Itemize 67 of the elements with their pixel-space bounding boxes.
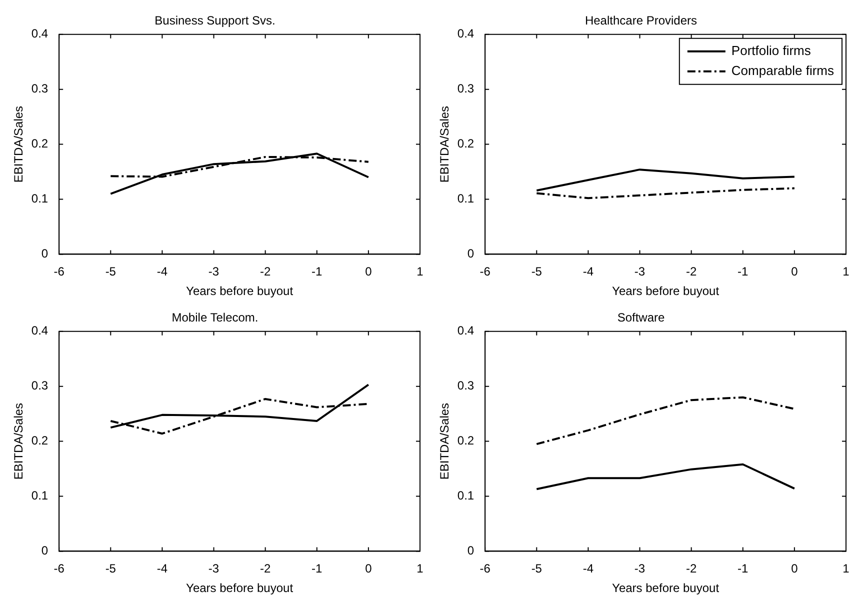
- x-tick-label: -4: [156, 562, 168, 576]
- y-tick-label: 0.2: [457, 136, 474, 151]
- x-tick-label: -6: [480, 264, 491, 279]
- x-tick-label: -4: [582, 264, 594, 279]
- x-axis-title: Years before buyout: [612, 581, 720, 596]
- x-tick-label: -2: [260, 562, 271, 576]
- y-axis-title: EBITDA/Sales: [438, 106, 452, 183]
- legend-label: Comparable firms: [731, 62, 834, 78]
- y-axis-title: EBITDA/Sales: [12, 106, 26, 183]
- y-tick-label: 0: [467, 544, 474, 558]
- chart-title: Healthcare Providers: [584, 14, 698, 28]
- chart-title: Business Support Svs.: [154, 14, 276, 28]
- y-tick-label: 0.1: [457, 192, 474, 206]
- x-tick-label: -6: [480, 562, 491, 576]
- legend-label: Portfolio firms: [731, 42, 812, 58]
- y-tick-label: 0.2: [31, 136, 48, 151]
- y-axis-title: EBITDA/Sales: [12, 402, 26, 480]
- x-tick-label: -2: [260, 264, 271, 279]
- y-tick-label: 0: [41, 246, 48, 261]
- x-tick-label: -6: [54, 264, 65, 279]
- x-tick-label: -4: [156, 264, 168, 279]
- x-tick-label: 0: [365, 562, 372, 576]
- x-tick-label: -1: [312, 562, 323, 576]
- y-tick-label: 0.3: [31, 378, 48, 393]
- y-tick-label: 0: [41, 544, 48, 558]
- x-tick-label: 0: [791, 264, 798, 279]
- chart-title: Mobile Telecom.: [172, 310, 258, 325]
- x-tick-label: -2: [686, 562, 697, 576]
- y-tick-label: 0.1: [457, 488, 474, 503]
- y-tick-label: 0.4: [31, 26, 48, 41]
- y-tick-label: 0.1: [31, 192, 48, 206]
- x-tick-label: -3: [208, 264, 220, 279]
- x-tick-label: -5: [531, 562, 542, 576]
- y-tick-label: 0.2: [31, 434, 48, 448]
- x-tick-label: -1: [738, 264, 749, 279]
- x-tick-label: 0: [365, 264, 372, 279]
- x-tick-label: -3: [634, 264, 646, 279]
- x-axis-title: Years before buyout: [186, 581, 294, 596]
- x-tick-label: -4: [582, 562, 594, 576]
- x-tick-label: 1: [842, 264, 850, 279]
- x-tick-label: -2: [686, 264, 697, 279]
- y-tick-label: 0.1: [31, 488, 48, 503]
- x-tick-label: 1: [416, 562, 424, 576]
- y-tick-label: 0.3: [457, 82, 474, 96]
- y-tick-label: 0.4: [31, 324, 48, 338]
- chart-title: Software: [617, 310, 665, 325]
- y-tick-label: 0.3: [31, 82, 48, 96]
- x-axis-title: Years before buyout: [612, 284, 720, 298]
- x-tick-label: -3: [634, 562, 646, 576]
- y-tick-label: 0: [467, 246, 474, 261]
- x-tick-label: -1: [312, 264, 323, 279]
- x-axis-title: Years before buyout: [186, 284, 294, 298]
- y-axis-title: EBITDA/Sales: [438, 402, 452, 480]
- y-tick-label: 0.4: [457, 324, 474, 338]
- y-tick-label: 0.4: [457, 26, 474, 41]
- line-series: [536, 396, 796, 446]
- x-tick-label: -3: [208, 562, 220, 576]
- x-tick-label: 1: [842, 562, 850, 576]
- x-tick-label: -1: [738, 562, 749, 576]
- x-tick-label: 0: [791, 562, 798, 576]
- y-tick-label: 0.2: [457, 434, 474, 448]
- x-tick-label: -5: [105, 562, 116, 576]
- x-tick-label: 1: [416, 264, 424, 279]
- y-tick-label: 0.3: [457, 378, 474, 393]
- x-tick-label: -5: [531, 264, 542, 279]
- x-tick-label: -6: [54, 562, 65, 576]
- x-tick-label: -5: [105, 264, 116, 279]
